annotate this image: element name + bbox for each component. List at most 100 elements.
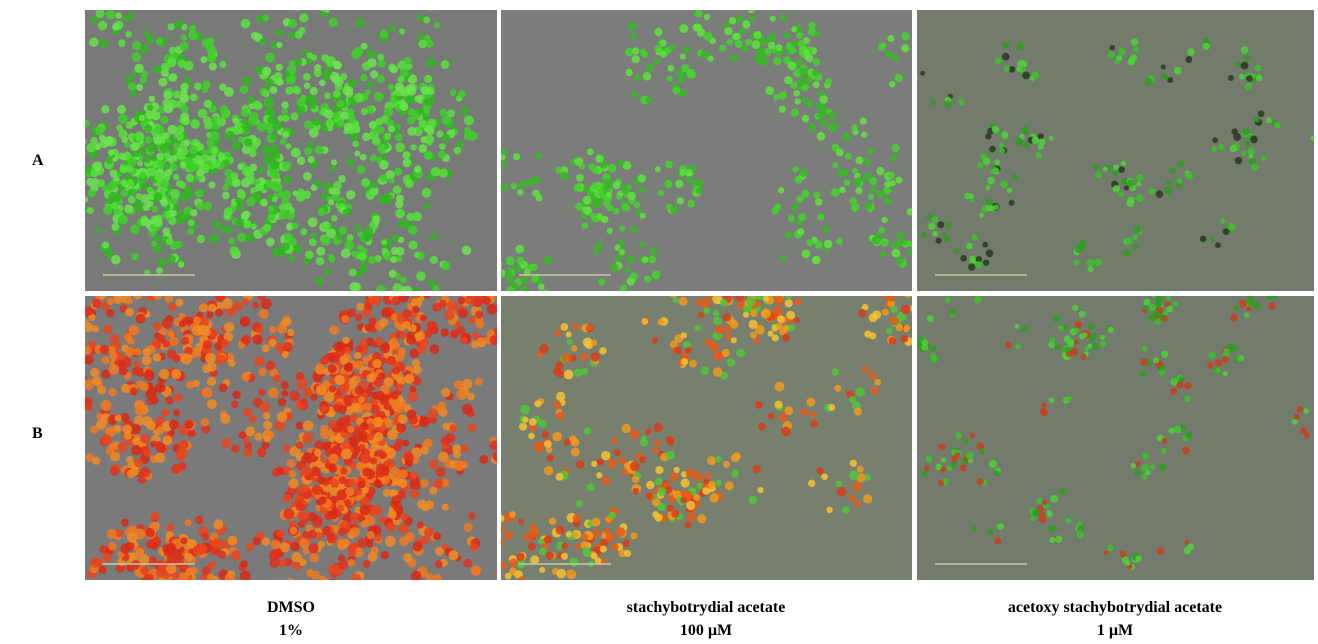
cell: [1184, 382, 1191, 389]
cell: [276, 529, 284, 537]
cell: [834, 385, 841, 392]
cell: [83, 379, 94, 390]
cell: [228, 536, 238, 546]
cell: [347, 426, 354, 433]
cell: [385, 536, 396, 547]
cell: [911, 41, 917, 47]
cell: [1142, 346, 1147, 351]
cell: [395, 273, 401, 279]
cell: [1049, 537, 1055, 543]
cell: [542, 290, 549, 297]
cell: [433, 574, 441, 582]
cell: [221, 579, 230, 588]
cell: [140, 434, 149, 443]
cell: [1143, 299, 1150, 306]
cell: [584, 427, 592, 435]
cell: [520, 405, 530, 415]
cell: [1015, 138, 1023, 146]
cell: [328, 199, 334, 205]
cell: [724, 27, 732, 35]
cell: [1170, 388, 1177, 395]
cell: [107, 529, 117, 539]
cell: [136, 314, 146, 324]
cell: [697, 514, 706, 523]
cell: [225, 573, 235, 583]
cell: [819, 95, 828, 104]
cell: [1119, 551, 1126, 558]
cell: [500, 148, 507, 155]
cell: [357, 271, 363, 277]
cell: [591, 340, 597, 346]
cell: [341, 112, 349, 120]
cell: [309, 128, 319, 138]
cell: [725, 481, 734, 490]
cell: [794, 317, 800, 323]
cell: [381, 239, 387, 245]
cell: [611, 438, 618, 445]
cell: [500, 183, 508, 191]
cell: [1176, 382, 1183, 389]
cell: [1064, 335, 1071, 342]
cell: [463, 379, 473, 389]
cell: [405, 459, 413, 467]
cell: [154, 137, 162, 145]
cell: [106, 447, 114, 455]
cell: [855, 156, 863, 164]
cell: [183, 581, 194, 590]
cell: [219, 83, 226, 90]
cell: [49, 393, 59, 403]
cell: [1072, 305, 1078, 311]
cell: [241, 109, 250, 118]
cell: [1074, 260, 1080, 266]
cell: [340, 73, 347, 80]
micrograph: [42, 0, 497, 322]
cell: [1140, 370, 1146, 376]
cell: [795, 176, 801, 182]
cell: [776, 322, 783, 329]
cell: [341, 448, 352, 459]
cell: [412, 291, 420, 299]
cell: [855, 387, 865, 397]
cell: [37, 347, 44, 354]
cell: [422, 113, 429, 120]
cell: [698, 312, 704, 318]
cell: [811, 420, 818, 427]
cell: [851, 124, 858, 131]
cell: [315, 363, 323, 371]
cell: [126, 297, 133, 304]
cell: [555, 362, 563, 370]
cell: [441, 436, 450, 445]
cell: [742, 20, 751, 29]
cell: [539, 420, 547, 428]
cell: [190, 119, 200, 129]
cell: [904, 325, 910, 331]
cell: [726, 2, 733, 9]
cell: [987, 528, 993, 534]
cell: [101, 105, 109, 113]
cell: [574, 157, 583, 166]
cell: [263, 15, 270, 22]
cell: [608, 512, 616, 520]
cell: [357, 462, 365, 470]
cell: [411, 288, 420, 297]
cell: [339, 226, 347, 234]
cell: [318, 208, 326, 216]
cell: [82, 196, 89, 203]
cell: [173, 409, 180, 416]
cell: [1021, 126, 1029, 134]
cell: [297, 379, 308, 390]
cell: [187, 430, 194, 437]
cell: [1087, 266, 1093, 272]
cell: [365, 324, 372, 331]
cell: [1161, 73, 1168, 80]
cell: [395, 200, 403, 208]
cell: [395, 133, 403, 141]
cell: [170, 210, 177, 217]
cell: [849, 396, 856, 403]
cell: [470, 543, 479, 552]
cell: [1049, 136, 1054, 141]
cell: [168, 125, 178, 135]
cell: [1208, 352, 1215, 359]
cell: [758, 423, 766, 431]
cell: [539, 567, 545, 573]
